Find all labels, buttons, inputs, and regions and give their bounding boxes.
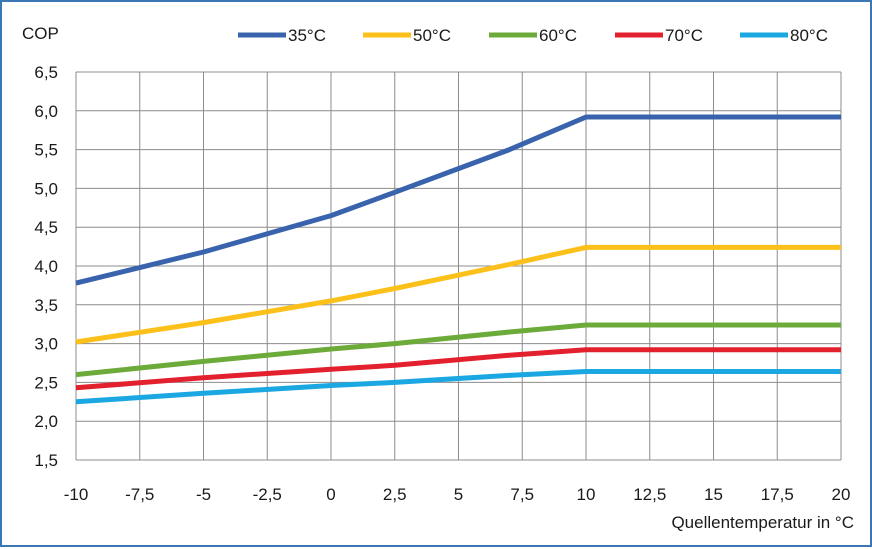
grid <box>75 71 842 461</box>
legend-label: 80°C <box>790 26 828 45</box>
series-line <box>75 114 841 286</box>
legend-label: 60°C <box>539 26 577 45</box>
series-line <box>75 369 841 405</box>
x-tick-label: -5 <box>196 485 211 504</box>
x-tick-label: 2,5 <box>383 485 407 504</box>
x-tick-label: -10 <box>64 485 89 504</box>
y-tick-label: 5,0 <box>34 179 58 198</box>
y-axis-label: COP <box>22 24 59 43</box>
legend-label: 50°C <box>413 26 451 45</box>
x-tick-label: 17,5 <box>761 485 794 504</box>
x-tick-label: 0 <box>326 485 335 504</box>
y-tick-label: 5,5 <box>34 141 58 160</box>
y-tick-label: 3,5 <box>34 296 58 315</box>
x-tick-label: -2,5 <box>253 485 282 504</box>
y-tick-label: 2,0 <box>34 412 58 431</box>
legend-item: 35°C <box>238 26 326 45</box>
y-tick-label: 2,5 <box>34 373 58 392</box>
x-tick-label: 10 <box>577 485 596 504</box>
x-tick-label: 12,5 <box>633 485 666 504</box>
x-tick-label: 15 <box>704 485 723 504</box>
series-line <box>75 347 841 391</box>
x-axis-ticks: -10 -7,5 -5 -2,5 0 2,5 5 7,5 10 12,5 15 17,5 20 <box>64 485 851 504</box>
legend-label: 70°C <box>665 26 703 45</box>
legend-label: 35°C <box>288 26 326 45</box>
x-tick-label: -7,5 <box>125 485 154 504</box>
y-tick-label: 6,0 <box>34 102 58 121</box>
y-tick-label: 3,0 <box>34 335 58 354</box>
y-tick-label: 4,0 <box>34 257 58 276</box>
legend-item: 60°C <box>489 26 577 45</box>
x-tick-label: 7,5 <box>510 485 534 504</box>
legend-item: 80°C <box>740 26 828 45</box>
y-axis-ticks: 1,5 2,0 2,5 3,0 3,5 4,0 4,5 5,0 5,5 6,0 6,5 <box>34 63 58 470</box>
series-line <box>75 322 841 378</box>
x-axis-label: Quellentemperatur in °C <box>671 513 854 532</box>
legend: 35°C 50°C 60°C 70°C 80°C <box>238 26 828 45</box>
series-lines <box>75 114 841 405</box>
y-tick-label: 4,5 <box>34 218 58 237</box>
legend-item: 70°C <box>615 26 703 45</box>
series-line <box>75 244 841 345</box>
x-tick-label: 20 <box>832 485 851 504</box>
legend-item: 50°C <box>363 26 451 45</box>
y-tick-label: 1,5 <box>34 451 58 470</box>
x-tick-label: 5 <box>454 485 463 504</box>
y-tick-label: 6,5 <box>34 63 58 82</box>
